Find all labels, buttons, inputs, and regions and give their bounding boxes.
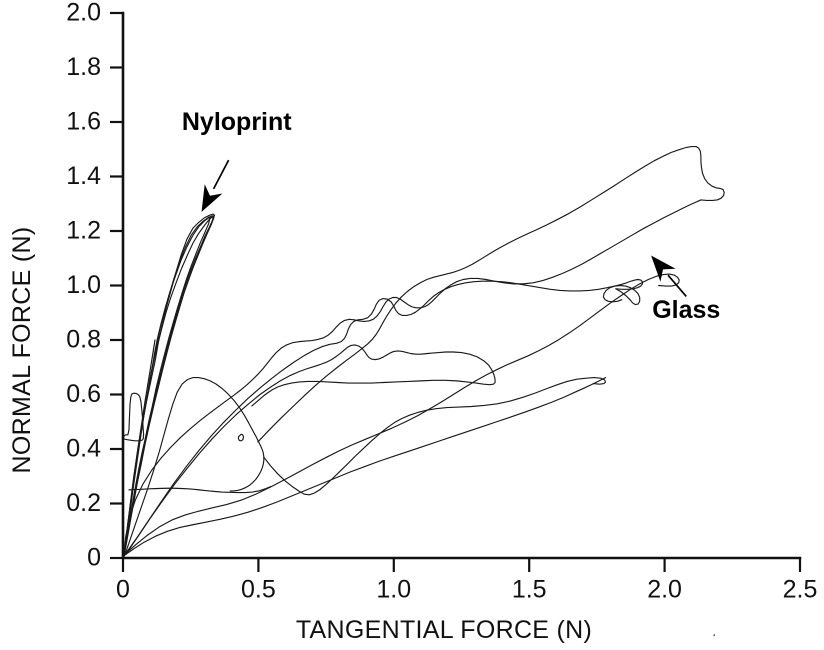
y-tick-label: 0: [87, 544, 101, 572]
series-glass-descend-valley: [263, 377, 607, 496]
x-axis-trailing-mark: .: [712, 623, 716, 640]
series-nyloprint-loop-1: [123, 213, 216, 557]
y-tick-label: 0.6: [66, 380, 101, 408]
x-tick-label: 0: [116, 576, 130, 604]
y-tick-label: 0.4: [66, 435, 101, 463]
series-glass-lower-rise: [125, 273, 680, 554]
series-glass-mid-shoulder: [127, 344, 496, 551]
series-glass-hump-1: [125, 377, 265, 554]
y-tick-label: 1.2: [66, 217, 101, 245]
y-tick-label: 1.6: [66, 108, 101, 136]
annotation-label-glass: Glass: [652, 296, 720, 324]
series-nyloprint-loop-4: [122, 216, 211, 558]
series-nyloprint-loop-2: [122, 215, 215, 558]
series-glass-peak-loop: [257, 145, 725, 443]
annotation-arrowhead-glass: [651, 255, 676, 282]
annotation-label-nyloprint: Nyloprint: [182, 108, 292, 136]
x-tick-label: 2.5: [783, 576, 818, 604]
annotation-arrowhead-nyloprint: [201, 184, 223, 212]
x-tick-label: 0.5: [241, 576, 276, 604]
annotation-leader-glass: [667, 274, 687, 297]
tick-label-group: 0 0.2 0.4 0.6 0.8 1.0 1.2 1.4 1.6 1.8 2.0 0 0.5 1.0 1.…: [66, 0, 817, 604]
series-low-plateau-run: [128, 486, 272, 494]
y-axis-title: NORMAL FORCE (N): [8, 227, 36, 474]
axis-group: [110, 11, 802, 572]
series-glass-return-ridge: [123, 199, 702, 555]
series-left-plateau-hook: [122, 392, 145, 442]
axis-spine: [121, 11, 802, 560]
annotation-leader-nyloprint: [212, 159, 230, 190]
series-glass-end-tangle: [602, 284, 641, 306]
y-tick-label: 1.4: [66, 162, 101, 190]
y-tick-label: 1.8: [66, 53, 101, 81]
series-nyloprint-loop-3: [123, 215, 215, 557]
series-nyloprint-short-ramp: [122, 339, 156, 558]
x-tick-label: 2.0: [647, 576, 682, 604]
y-tick-label: 2.0: [66, 0, 101, 27]
annotation-group: Nyloprint Glass: [182, 108, 720, 324]
series-glass-lower-tail: [124, 377, 607, 556]
series-group: [122, 145, 725, 558]
x-axis-title: TANGENTIAL FORCE (N): [296, 616, 592, 644]
y-tick-label: 0.8: [66, 326, 101, 354]
x-tick-label: 1.0: [376, 576, 411, 604]
y-tick-label: 1.0: [66, 271, 101, 299]
y-tick-label: 0.2: [66, 489, 101, 517]
series-glass-small-circle: [237, 433, 245, 442]
x-tick-label: 1.5: [512, 576, 547, 604]
